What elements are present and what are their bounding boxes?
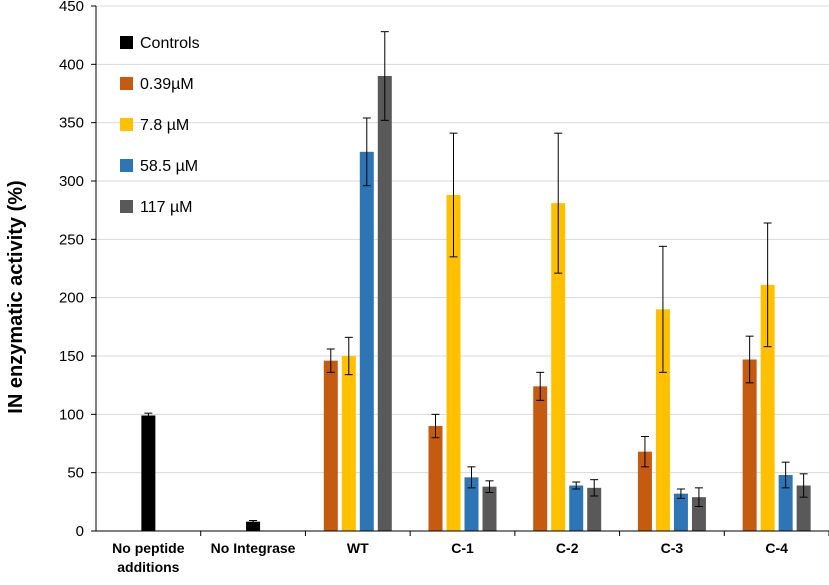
category-label: C-3 [661,540,684,556]
legend-swatch [120,159,133,172]
legend: Controls 0.39µM 7.8 µM 58.5 µM 117 µM [120,35,200,216]
legend-swatch [120,200,133,213]
bar [637,451,652,531]
y-tick-label: 50 [67,465,84,482]
bar [141,415,156,531]
legend-label: 58.5 µM [140,158,198,175]
category-label: No Integrase [211,540,296,556]
bar [533,386,548,531]
y-tick-label: 350 [59,115,84,132]
bar [691,497,706,531]
category-label: C-4 [765,540,788,556]
legend-label: 7.8 µM [140,117,189,134]
bar [587,487,602,531]
category-label: additions [117,559,179,575]
bar [778,475,793,531]
y-tick-label: 400 [59,56,84,73]
bar [323,360,338,531]
bar [446,195,461,531]
bar [246,521,261,531]
gridlines [96,5,829,474]
bar [742,359,757,531]
legend-swatch [120,36,133,49]
category-labels: No peptide additions No Integrase WT C-1 C-2 C… [112,540,788,575]
y-tick-label: 0 [76,523,84,540]
bar [482,486,497,531]
y-tick-label: 300 [59,173,84,190]
y-tick-labels: 0 50 100 150 200 250 300 350 400 450 [59,0,84,540]
legend-swatch [120,118,133,131]
bar [551,203,566,531]
bar [428,426,443,531]
bar [359,151,374,532]
legend-swatch [120,77,133,90]
legend-label: 0.39µM [140,76,194,93]
y-tick-label: 150 [59,348,84,365]
bar [377,76,392,531]
y-tick-label: 450 [59,0,84,15]
bar [464,477,479,531]
y-axis-label: IN enzymatic activity (%) [5,180,27,413]
legend-label: 117 µM [140,199,193,216]
category-label: No peptide [112,540,185,556]
y-tick-label: 200 [59,290,84,307]
bar [673,493,688,531]
category-label: WT [347,540,369,556]
legend-label: Controls [140,35,200,52]
axes [91,5,829,536]
y-tick-label: 250 [59,231,84,248]
bar [655,309,670,531]
category-label: C-1 [451,540,474,556]
category-label: C-2 [556,540,579,556]
bars [141,31,811,532]
y-tick-label: 100 [59,406,84,423]
bar [341,356,356,531]
bar [569,485,584,531]
